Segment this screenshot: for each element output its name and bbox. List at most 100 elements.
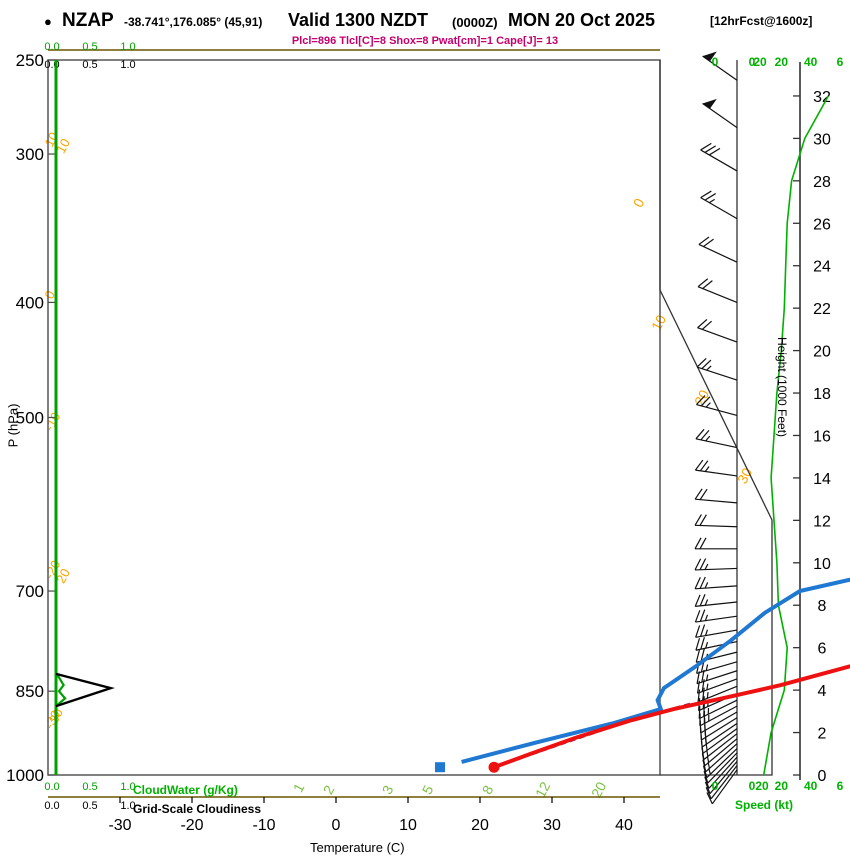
top-cloudiness-tick: 0.5 (82, 59, 97, 71)
wind-barb (704, 761, 738, 794)
speed-tick-bottom: 6 (837, 779, 844, 793)
wind-barb (694, 537, 737, 550)
wind-barb (694, 558, 738, 571)
wind-barb (697, 278, 738, 303)
temperature-tick-label: -30 (108, 817, 131, 834)
speed-tick-top: 20 (753, 55, 767, 69)
pressure-tick-label: 850 (16, 682, 44, 701)
height-axis-title: Height (1000 Feet) (775, 336, 789, 438)
isotherm-label: 30 (734, 465, 756, 486)
plot-background (48, 60, 660, 775)
wind-barb (702, 743, 738, 773)
mixing-ratio-label: 20 (53, 566, 73, 586)
cloudwater-legend-label: CloudWater (g/Kg) (133, 783, 238, 797)
wind-barb (694, 514, 738, 528)
wind-barb (697, 685, 738, 703)
mixing-ratio-label: 5 (419, 782, 437, 797)
height-tick-label: 30 (813, 131, 831, 148)
pressure-axis-title: P (hPa) (5, 403, 21, 448)
speed-tick-top: 6 (837, 55, 844, 69)
height-tick-label: 8 (818, 598, 827, 615)
height-tick-label: 18 (813, 386, 831, 403)
wind-barb (702, 748, 738, 779)
isotherm-label: 20 (691, 387, 713, 408)
dewpoint-marker (435, 762, 446, 773)
cloudwater-trace (55, 672, 67, 707)
valid-utc: (0000Z) (452, 15, 498, 30)
speed-tick-bottom: 0 (749, 779, 756, 793)
pressure-tick-label: 500 (16, 409, 44, 428)
wind-barb (700, 190, 738, 220)
height-tick-label: 0 (818, 768, 827, 785)
wind-barb (694, 609, 738, 623)
mixing-ratio-label: 20 (588, 779, 610, 800)
speed-tick-top: 0 (749, 55, 756, 69)
pressure-tick-label: 400 (16, 293, 44, 312)
bottom-cloudiness-tick: 0.0 (44, 800, 59, 812)
height-tick-label: 16 (813, 428, 831, 445)
mixing-ratio-label: 10 (53, 136, 73, 156)
pressure-tick-label: 300 (16, 145, 44, 164)
forecast-tag: [12hrFcst@1600z] (710, 14, 813, 28)
wind-barb (700, 728, 738, 754)
stability-indices: Plcl=896 Tlcl[C]=8 Shox=8 Pwat[cm]=1 Cap… (291, 35, 559, 47)
wind-barb (704, 756, 738, 789)
height-tick-label: 4 (818, 683, 827, 700)
mixing-ratio-label: 8 (479, 782, 497, 797)
mixing-ratio-label: 12 (532, 779, 554, 800)
wind-barb (703, 752, 738, 784)
height-tick-label: 22 (813, 301, 831, 318)
speed-tick-bottom: 20 (775, 779, 789, 793)
wind-barb (694, 488, 738, 504)
pressure-tick-label: 1000 (6, 766, 44, 785)
height-tick-label: 20 (813, 344, 831, 361)
speed-tick-bottom: 20 (755, 779, 769, 793)
bottom-cloudiness-tick: 1.0 (120, 800, 135, 812)
speed-tick-bottom: 40 (804, 779, 818, 793)
pressure-tick-label: 250 (16, 51, 44, 70)
wind-speed-height-curve (762, 95, 829, 776)
wind-barb (702, 98, 738, 129)
top-cloudwater-tick: 0.0 (44, 41, 59, 53)
wind-barb (698, 236, 738, 263)
mixing-ratio-label: 1 (290, 780, 308, 795)
speed-tick-top: 40 (804, 55, 818, 69)
station-coords: -38.741°,176.085° (45,91) (124, 15, 263, 29)
dewpoint-curve (461, 577, 850, 764)
temperature-tick-label: 10 (399, 817, 417, 834)
wind-barb (700, 142, 738, 172)
top-cloudwater-tick: 0.5 (82, 41, 97, 53)
valid-time: Valid 1300 NZDT (288, 10, 429, 30)
isotherm-label: 10 (648, 312, 670, 333)
wind-barb (695, 428, 738, 449)
top-cloudiness-tick: 1.0 (120, 59, 135, 71)
temperature-tick-label: -10 (252, 817, 275, 834)
temperature-marker (488, 761, 500, 773)
height-tick-label: 24 (813, 259, 831, 276)
temperature-axis-title: Temperature (C) (310, 840, 405, 855)
speed-tick-top: 20 (775, 55, 789, 69)
wind-barb (694, 576, 738, 590)
wind-barb (694, 594, 738, 607)
cloudiness-trace (55, 672, 115, 708)
temperature-curve (493, 664, 850, 770)
speed-axis-title: Speed (kt) (735, 798, 794, 812)
temperature-tick-label: 0 (332, 817, 341, 834)
height-tick-label: 12 (813, 513, 831, 530)
wind-barb (706, 769, 738, 805)
wind-barb (705, 765, 738, 800)
wind-barb (696, 358, 738, 381)
bottom-cloudwater-tick: 0.0 (44, 781, 59, 793)
height-tick-label: 28 (813, 174, 831, 191)
mixing-ratio-label: 2 (320, 782, 338, 797)
height-tick-label: 14 (813, 471, 831, 488)
wind-barb (695, 624, 738, 638)
temperature-tick-label: 40 (615, 817, 633, 834)
speed-tick-top: 0 (712, 55, 719, 69)
cloudiness-legend-label: Grid-Scale Cloudiness (133, 802, 262, 816)
temperature-tick-label: 30 (543, 817, 561, 834)
height-tick-label: 10 (813, 556, 831, 573)
temperature-tick-label: -20 (180, 817, 203, 834)
mixing-ratio-label: 3 (379, 782, 397, 797)
